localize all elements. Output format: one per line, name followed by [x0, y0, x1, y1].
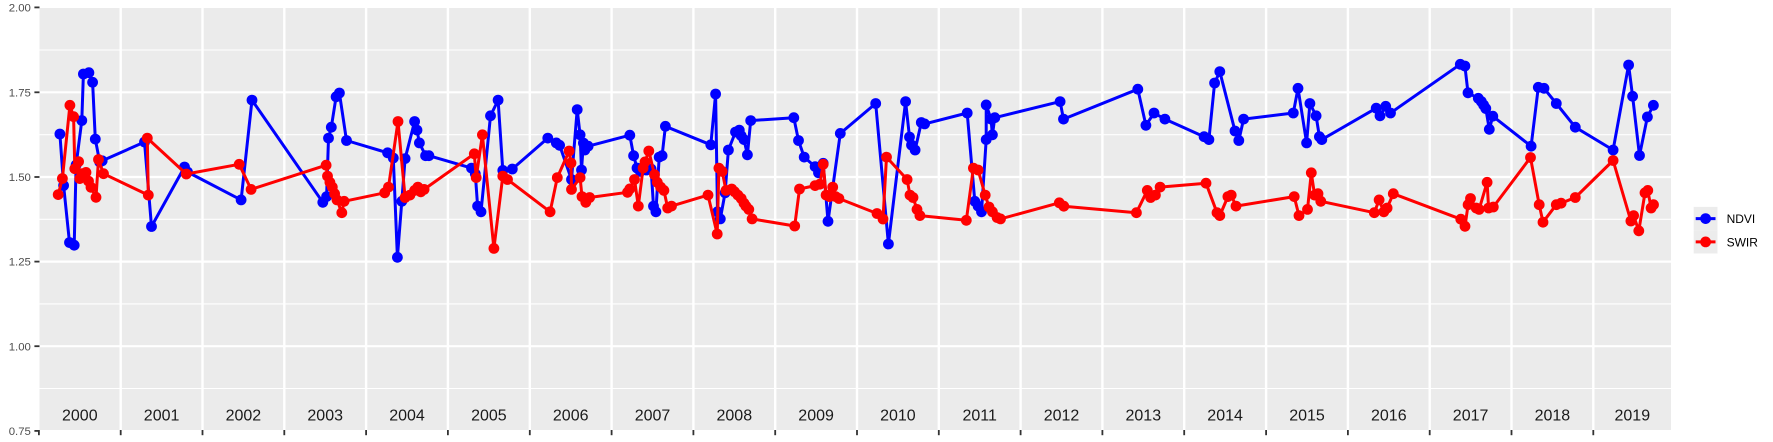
svg-text:2007: 2007 [635, 408, 671, 425]
svg-text:SWIR: SWIR [1727, 235, 1759, 249]
svg-text:1.25: 1.25 [9, 257, 31, 269]
svg-text:2002: 2002 [226, 408, 262, 425]
svg-text:2012: 2012 [1044, 408, 1080, 425]
svg-text:2.00: 2.00 [9, 3, 31, 15]
svg-text:2011: 2011 [962, 408, 997, 425]
svg-text:2005: 2005 [471, 408, 507, 425]
svg-text:1.75: 1.75 [9, 87, 31, 99]
svg-text:2019: 2019 [1615, 408, 1651, 425]
svg-text:2004: 2004 [389, 408, 425, 425]
svg-text:2015: 2015 [1289, 408, 1325, 425]
svg-text:2013: 2013 [1126, 408, 1162, 425]
svg-text:2010: 2010 [880, 408, 916, 425]
svg-text:1.50: 1.50 [9, 172, 31, 184]
svg-text:2008: 2008 [717, 408, 753, 425]
svg-text:2000: 2000 [62, 408, 98, 425]
svg-text:2009: 2009 [798, 408, 834, 425]
svg-text:2001: 2001 [144, 408, 180, 425]
svg-text:1.00: 1.00 [9, 341, 31, 353]
svg-text:2018: 2018 [1535, 408, 1571, 425]
svg-text:2003: 2003 [307, 408, 343, 425]
svg-text:2017: 2017 [1453, 408, 1489, 425]
svg-text:2014: 2014 [1207, 408, 1243, 425]
svg-text:0.75: 0.75 [9, 426, 31, 438]
svg-text:2016: 2016 [1371, 408, 1407, 425]
svg-text:NDVI: NDVI [1727, 212, 1756, 226]
svg-text:2006: 2006 [553, 408, 589, 425]
